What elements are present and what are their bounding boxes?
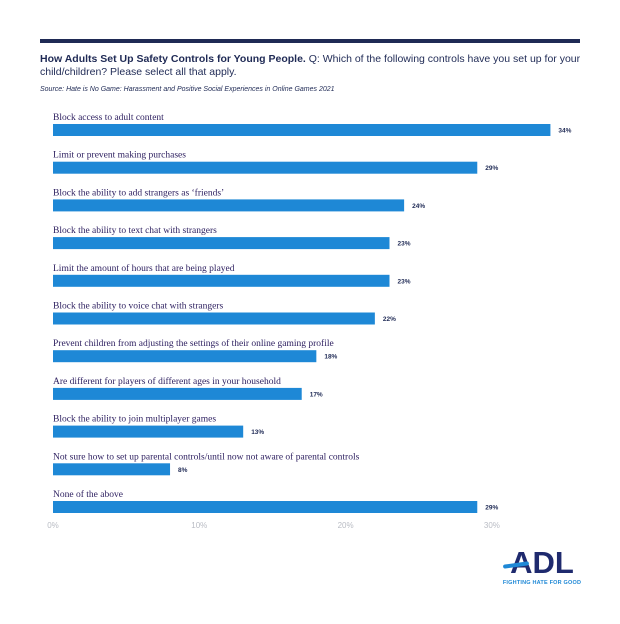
category-label: Block the ability to add strangers as ‘f… xyxy=(53,187,224,198)
x-tick-label: 20% xyxy=(338,521,354,530)
category-label: None of the above xyxy=(53,489,123,500)
chart-source: Source: Hate is No Game: Harassment and … xyxy=(40,86,335,93)
bar xyxy=(53,387,302,400)
bar xyxy=(53,237,390,250)
value-label: 23% xyxy=(397,278,410,285)
x-tick-label: 0% xyxy=(47,521,59,530)
bar xyxy=(53,124,551,136)
value-label: 23% xyxy=(397,241,410,248)
x-tick-label: 10% xyxy=(191,521,207,530)
bar xyxy=(53,312,375,325)
adl-logo: ADL FIGHTING HATE FOR GOOD xyxy=(500,547,584,586)
chart-question: Q: Which of the following controls have … xyxy=(40,53,581,78)
category-label: Not sure how to set up parental controls… xyxy=(53,451,360,462)
category-label: Block the ability to join multiplayer ga… xyxy=(53,415,216,425)
logo-tagline: FIGHTING HATE FOR GOOD xyxy=(502,580,582,586)
category-label: Limit or prevent making purchases xyxy=(53,151,186,161)
logo-wordmark: ADL xyxy=(500,547,584,578)
value-label: 29% xyxy=(485,165,498,172)
x-tick-label: 30% xyxy=(484,521,500,530)
chart-title: How Adults Set Up Safety Controls for Yo… xyxy=(40,53,585,79)
bar xyxy=(53,161,478,174)
category-label: Block the ability to text chat with stra… xyxy=(53,226,217,236)
header-rule xyxy=(40,39,580,43)
category-label: Block the ability to voice chat with str… xyxy=(53,302,223,312)
category-label: Limit the amount of hours that are being… xyxy=(53,263,235,274)
category-label: Prevent children from adjusting the sett… xyxy=(53,338,334,349)
value-label: 13% xyxy=(251,429,264,436)
chart-title-bold: How Adults Set Up Safety Controls for Yo… xyxy=(40,53,306,65)
bar xyxy=(53,501,478,513)
bar xyxy=(53,463,171,476)
bar xyxy=(53,425,244,438)
bar-chart: Block access to adult content 34% Limit or… xyxy=(47,113,571,530)
category-label: Block access to adult content xyxy=(53,113,164,123)
bar xyxy=(53,350,317,363)
bar xyxy=(53,199,405,212)
category-label: Are different for players of different a… xyxy=(53,376,281,387)
value-label: 17% xyxy=(310,391,323,398)
bar xyxy=(53,274,390,287)
value-label: 34% xyxy=(558,128,571,135)
value-label: 8% xyxy=(178,467,188,474)
value-label: 22% xyxy=(383,316,396,323)
value-label: 18% xyxy=(324,354,337,361)
value-label: 24% xyxy=(412,203,425,210)
value-label: 29% xyxy=(485,505,498,512)
